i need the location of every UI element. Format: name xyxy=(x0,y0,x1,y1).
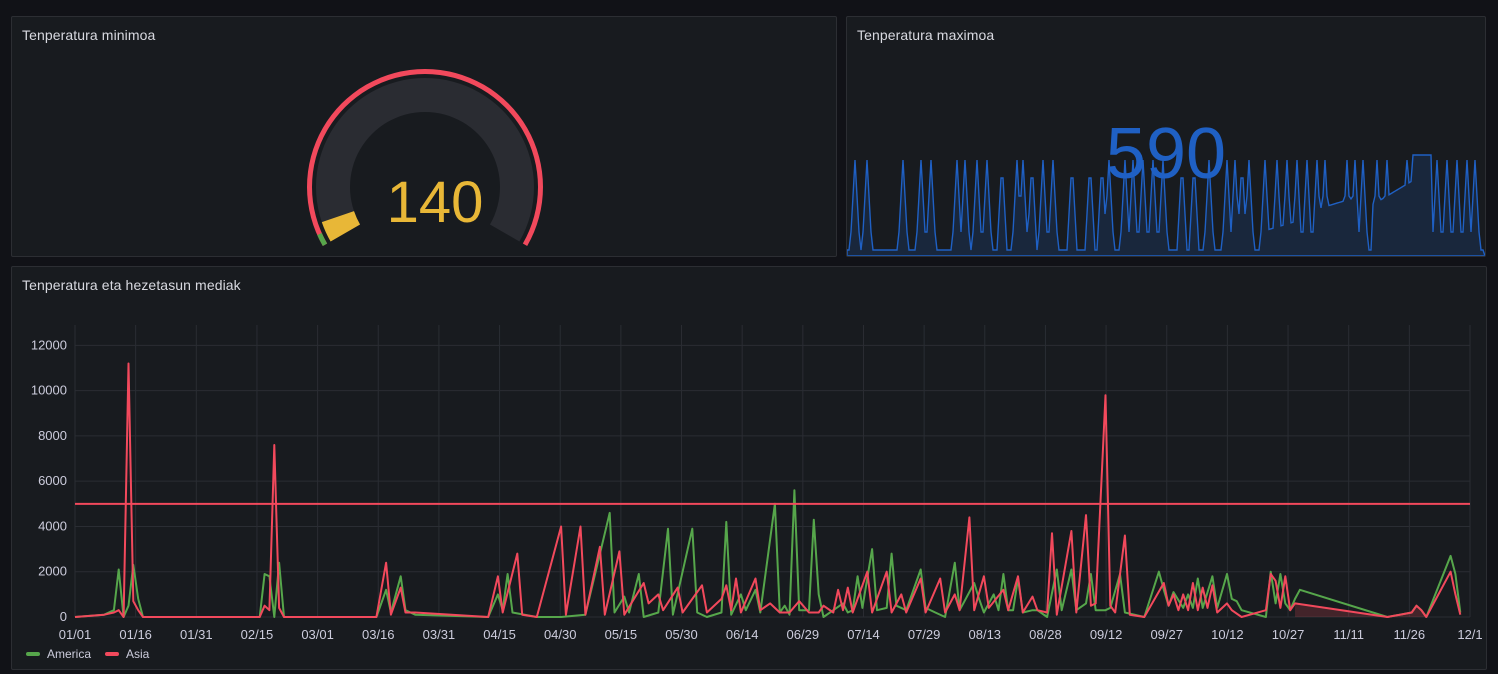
y-tick-label: 6000 xyxy=(38,473,67,488)
legend-item-asia[interactable]: Asia xyxy=(105,647,149,661)
x-tick-label: 12/1 xyxy=(1457,627,1482,642)
legend-swatch xyxy=(26,652,40,656)
x-tick-label: 05/30 xyxy=(665,627,698,642)
stat-value: 590 xyxy=(1105,114,1227,194)
x-tick-label: 07/29 xyxy=(908,627,941,642)
series-fill-asia xyxy=(1295,603,1427,617)
chart-legend: America Asia xyxy=(26,647,149,661)
x-tick-label: 03/16 xyxy=(362,627,395,642)
x-tick-label: 06/29 xyxy=(787,627,820,642)
legend-label: America xyxy=(47,647,92,661)
legend-label: Asia xyxy=(126,647,150,661)
panel-title: Tenperatura maximoa xyxy=(857,27,995,43)
timeseries-chart: 0 2000 4000 6000 8000 10000 12000 01/01 01/16 01/… xyxy=(31,325,1483,642)
panel-title: Tenperatura eta hezetasun mediak xyxy=(22,277,241,293)
y-tick-label: 0 xyxy=(60,609,67,624)
x-tick-label: 09/12 xyxy=(1090,627,1123,642)
x-tick-label: 03/31 xyxy=(423,627,456,642)
x-tick-label: 01/01 xyxy=(59,627,92,642)
gauge-panel[interactable]: Tenperatura minimoa 140 xyxy=(11,16,837,257)
timeseries-panel[interactable]: Tenperatura eta hezetasun mediak 0 2000 40… xyxy=(11,266,1487,670)
x-tick-label: 10/12 xyxy=(1211,627,1244,642)
sparkline xyxy=(847,154,1485,256)
y-tick-label: 2000 xyxy=(38,564,67,579)
x-tick-label: 08/28 xyxy=(1029,627,1062,642)
y-tick-label: 10000 xyxy=(31,383,67,398)
x-tick-label: 08/13 xyxy=(969,627,1002,642)
y-tick-label: 4000 xyxy=(38,518,67,533)
x-tick-label: 11/11 xyxy=(1333,627,1364,642)
x-tick-label: 04/30 xyxy=(544,627,577,642)
gauge-value-fill xyxy=(321,211,361,242)
x-tick-label: 09/27 xyxy=(1150,627,1183,642)
gauge-base-mark xyxy=(317,232,328,246)
x-tick-label: 04/15 xyxy=(483,627,516,642)
gauge-chart: 140 xyxy=(307,69,543,246)
gauge-track xyxy=(316,78,534,242)
gauge-value: 140 xyxy=(387,170,484,235)
legend-item-america[interactable]: America xyxy=(26,647,91,661)
x-tick-label: 02/15 xyxy=(241,627,274,642)
panel-title: Tenperatura minimoa xyxy=(22,27,156,43)
x-tick-label: 01/31 xyxy=(180,627,213,642)
series-line-america xyxy=(74,489,1462,618)
x-tick-label: 03/01 xyxy=(301,627,334,642)
series-line-asia xyxy=(74,362,1462,618)
x-tick-label: 01/16 xyxy=(119,627,152,642)
legend-swatch xyxy=(105,652,120,656)
stat-panel[interactable]: Tenperatura maximoa 590 xyxy=(846,16,1486,257)
y-tick-label: 12000 xyxy=(31,337,67,352)
sparkline-area xyxy=(847,154,1485,256)
x-tick-label: 05/15 xyxy=(605,627,638,642)
y-tick-label: 8000 xyxy=(38,428,67,443)
x-tick-label: 11/26 xyxy=(1394,627,1426,642)
x-tick-label: 07/14 xyxy=(847,627,880,642)
x-tick-label: 06/14 xyxy=(726,627,759,642)
x-tick-label: 10/27 xyxy=(1272,627,1305,642)
